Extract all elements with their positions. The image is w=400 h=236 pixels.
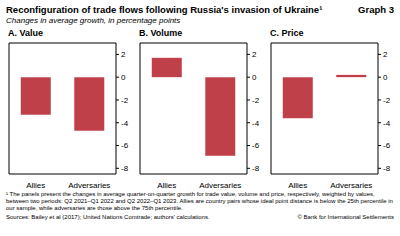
html-text:Changes in average growth, in: Changes in average growth, in percentage…: [6, 16, 181, 25]
svg-text:-6: -6: [383, 141, 391, 150]
svg-text:Allies: Allies: [26, 181, 45, 188]
svg-text:2: 2: [252, 50, 257, 59]
html-text:© Bank for International Settl: © Bank for International Settlements: [297, 214, 394, 220]
svg-text:-2: -2: [383, 96, 391, 105]
svg-text:Allies: Allies: [288, 181, 307, 188]
svg-text:Allies: Allies: [157, 181, 176, 188]
svg-text:-4: -4: [252, 119, 260, 128]
html-text:A. Value: A. Value: [8, 28, 43, 38]
svg-text:-4: -4: [121, 119, 129, 128]
html-text:Reconfiguration of trade flows: Reconfiguration of trade flows following…: [6, 4, 323, 15]
svg-text:2: 2: [121, 50, 126, 59]
svg-text:-2: -2: [252, 96, 260, 105]
svg-text:2: 2: [383, 50, 388, 59]
svg-text:0: 0: [383, 73, 388, 82]
svg-text:-8: -8: [383, 164, 391, 173]
svg-text:0: 0: [252, 73, 257, 82]
html-text:C. Price: C. Price: [270, 28, 304, 38]
svg-text:-4: -4: [383, 119, 391, 128]
svg-text:Adversaries: Adversaries: [199, 181, 241, 188]
svg-text:Adversaries: Adversaries: [68, 181, 110, 188]
svg-text:0: 0: [121, 73, 126, 82]
svg-text:-6: -6: [252, 141, 260, 150]
html-text:¹ The panels present the chang: ¹ The panels present the changes in aver…: [6, 191, 393, 211]
svg-text:-2: -2: [121, 96, 129, 105]
html-text:B. Volume: B. Volume: [139, 28, 183, 38]
svg-text:Adversaries: Adversaries: [330, 181, 372, 188]
svg-text:-8: -8: [121, 164, 129, 173]
svg-text:-6: -6: [121, 141, 129, 150]
svg-text:-8: -8: [252, 164, 260, 173]
html-text:Graph 3: Graph 3: [358, 4, 394, 15]
html-text:Sources: Bailey et al (2017);: Sources: Bailey et al (2017); United Nat…: [6, 214, 210, 220]
